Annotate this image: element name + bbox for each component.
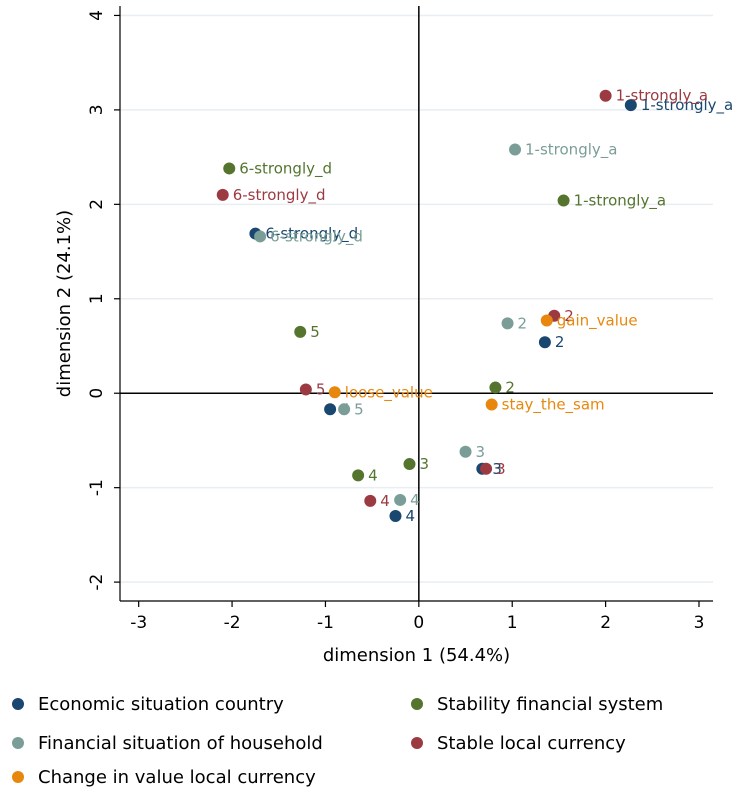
y-tick-label: 3: [87, 104, 107, 115]
point-label: gain_value: [557, 312, 638, 331]
point-label: 5: [354, 400, 364, 418]
data-point: [364, 494, 377, 507]
data-point: [501, 317, 514, 330]
x-tick-label: 1: [507, 613, 518, 633]
point-label: 1-strongly_a: [525, 141, 617, 160]
data-point: [223, 162, 236, 175]
x-tick-label: 3: [694, 613, 705, 633]
legend: Economic situation country Stability fina…: [12, 694, 663, 788]
data-point: [540, 314, 553, 327]
data-point: [403, 458, 416, 471]
point-label: 4: [368, 466, 378, 484]
point-label: loose_value: [345, 383, 433, 402]
point-label: 4: [405, 507, 415, 525]
data-point: [352, 469, 365, 482]
y-tick-label: -2: [87, 574, 107, 591]
legend-label: Stable local currency: [437, 733, 626, 754]
point-label: stay_the_sam: [502, 396, 605, 415]
y-tick-label: -1: [87, 479, 107, 496]
point-label: 2: [505, 379, 515, 397]
point-label: 6-strongly_d: [239, 159, 332, 178]
data-point: [389, 510, 402, 522]
data-point: [328, 386, 341, 399]
x-tick-label: 0: [413, 613, 424, 633]
data-point: [216, 188, 229, 201]
data-point: [480, 462, 493, 475]
legend-label: Financial situation of household: [38, 733, 323, 754]
point-label: 3: [419, 455, 429, 473]
point-label: 3: [492, 460, 502, 478]
point-label: 6-strongly_d: [270, 227, 363, 246]
data-point: [509, 143, 522, 156]
point-label: 3: [496, 460, 506, 478]
point-label: 3: [476, 443, 486, 461]
point-label: 1-strongly_a: [641, 96, 733, 115]
legend-label: Stability financial system: [437, 694, 663, 715]
data-point: [324, 403, 337, 416]
y-tick-label: 4: [87, 10, 107, 21]
data-point: [338, 403, 351, 416]
point-label: 5: [316, 380, 326, 398]
x-axis-title: dimension 1 (54.4%): [323, 645, 510, 666]
x-tick-label: -2: [224, 613, 241, 633]
point-label: 4: [380, 492, 390, 510]
point-label: 5: [310, 323, 320, 341]
data-point: [299, 383, 312, 396]
legend-marker: [12, 771, 24, 783]
legend-label: Change in value local currency: [38, 767, 316, 788]
legend-label: Economic situation country: [38, 694, 284, 715]
point-label: 2: [555, 333, 565, 351]
point-label: 6-strongly_d: [233, 186, 326, 205]
data-point: [557, 194, 570, 207]
data-point: [394, 493, 407, 506]
legend-marker: [411, 737, 423, 749]
data-point: [485, 398, 498, 411]
data-point: [624, 99, 637, 112]
legend-marker: [411, 698, 423, 710]
legend-marker: [12, 698, 24, 710]
data-point: [459, 445, 472, 458]
point-label: 4: [410, 491, 420, 509]
point-label: 1-strongly_a: [574, 192, 666, 211]
y-tick-label: 0: [87, 388, 107, 399]
axes: -2 -1 0 1 2 3 4 -3 -2 -1 0 1 2 3: [87, 6, 713, 633]
point-label: 2: [518, 314, 528, 332]
y-tick-label: 1: [87, 293, 107, 304]
point-label: 1-strongly_a: [616, 87, 708, 106]
data-point: [294, 325, 307, 338]
legend-marker: [12, 737, 24, 749]
data-point: [599, 89, 612, 102]
data-points: 1-strongly_a 2 3 4 5 6-strongly_d 1-strongly_a…: [216, 87, 733, 525]
data-point: [254, 230, 267, 243]
y-tick-label: 2: [87, 199, 107, 210]
y-axis-title: dimension 2 (24.1%): [54, 210, 75, 397]
point-label: 6-strongly_d: [265, 225, 358, 244]
data-point: [538, 336, 551, 349]
data-point: [489, 381, 502, 394]
point-label: 2: [564, 307, 574, 325]
x-tick-label: 2: [600, 613, 611, 633]
x-tick-label: -3: [130, 613, 147, 633]
reference-lines: [120, 6, 713, 601]
x-tick-label: -1: [317, 613, 334, 633]
